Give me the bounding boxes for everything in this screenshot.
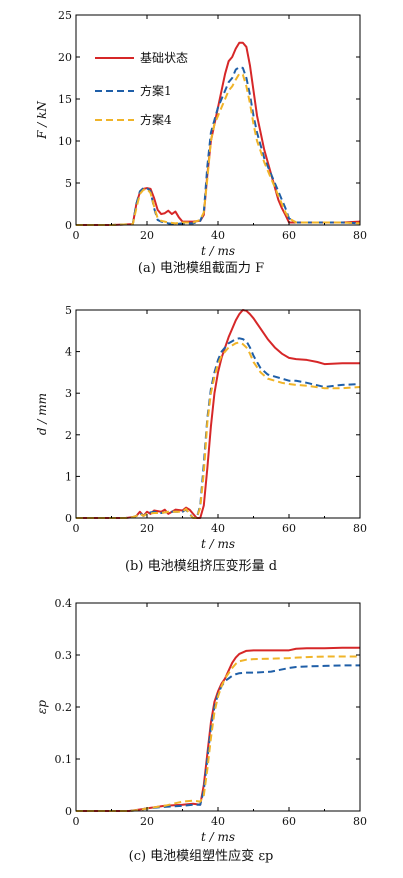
panel-caption: (b) 电池模组挤压变形量 d: [125, 558, 277, 574]
series-line-2-1: [76, 664, 360, 812]
y-tick-label: 5: [65, 304, 72, 317]
y-tick-label: 15: [58, 93, 72, 106]
y-tick-label: 0.1: [55, 753, 73, 766]
x-axis-label: t / ms: [201, 830, 235, 844]
legend-label-0: 基础状态: [140, 51, 188, 65]
y-axis-label: F / kN: [35, 101, 49, 140]
y-axis-label: d / mm: [35, 393, 49, 435]
x-tick-label: 20: [140, 229, 154, 242]
series-line-1-2: [76, 341, 361, 519]
chart-panel-2: 0 20 40 60 80 0 0.1 0.2 0.3 0.4 t / ms εp (c) 电池模组塑性…: [35, 597, 367, 864]
chart-panel-1: 0 20 40 60 80 0 1 2 3 4 5 t / ms d / mm (b) 电池模组挤压变形量…: [35, 304, 367, 574]
x-tick-label: 60: [282, 815, 296, 828]
x-tick-label: 40: [211, 815, 225, 828]
y-tick-label: 0: [65, 219, 72, 232]
legend-label-2: 方案4: [140, 112, 172, 127]
chart-panel-0: 0 20 40 60 80 0 5 10 15 20 25 t / ms F / kN (a) 电池模组截…: [35, 9, 367, 276]
x-tick-label: 0: [73, 522, 80, 535]
legend-label-1: 方案1: [140, 83, 172, 98]
x-tick-label: 40: [211, 229, 225, 242]
series-line-1-0: [76, 309, 360, 519]
x-tick-label: 80: [353, 522, 367, 535]
y-tick-label: 1: [65, 470, 72, 483]
plot-frame: [75, 309, 361, 519]
y-tick-label: 0: [65, 512, 72, 525]
y-tick-label: 25: [58, 9, 72, 22]
y-tick-label: 20: [58, 51, 72, 64]
x-tick-label: 0: [73, 815, 80, 828]
x-tick-label: 60: [282, 522, 296, 535]
y-axis-label: εp: [35, 700, 49, 714]
series-line-2-2: [76, 655, 360, 812]
x-tick-label: 20: [140, 815, 154, 828]
x-tick-label: 40: [211, 522, 225, 535]
x-tick-label: 80: [353, 815, 367, 828]
x-tick-label: 80: [353, 229, 367, 242]
y-tick-label: 2: [65, 429, 72, 442]
x-tick-label: 60: [282, 229, 296, 242]
y-tick-label: 0: [65, 805, 72, 818]
x-axis-label: t / ms: [201, 537, 235, 551]
y-tick-label: 0.2: [55, 701, 73, 714]
series-line-2-0: [76, 646, 360, 812]
y-tick-label: 0.4: [55, 597, 73, 610]
y-tick-label: 4: [65, 346, 72, 359]
series-line-0-2: [76, 72, 361, 226]
x-axis-label: t / ms: [201, 244, 235, 258]
y-tick-label: 5: [65, 177, 72, 190]
x-tick-label: 0: [73, 229, 80, 242]
y-tick-label: 3: [65, 387, 72, 400]
y-tick-label: 10: [58, 135, 72, 148]
plot-frame: [75, 602, 361, 812]
series-line-0-0: [76, 41, 361, 226]
panel-caption: (c) 电池模组塑性应变 εp: [129, 848, 274, 864]
x-tick-label: 20: [140, 522, 154, 535]
series-line-1-1: [76, 337, 361, 519]
y-tick-label: 0.3: [55, 649, 73, 662]
panel-caption: (a) 电池模组截面力 F: [138, 261, 264, 276]
